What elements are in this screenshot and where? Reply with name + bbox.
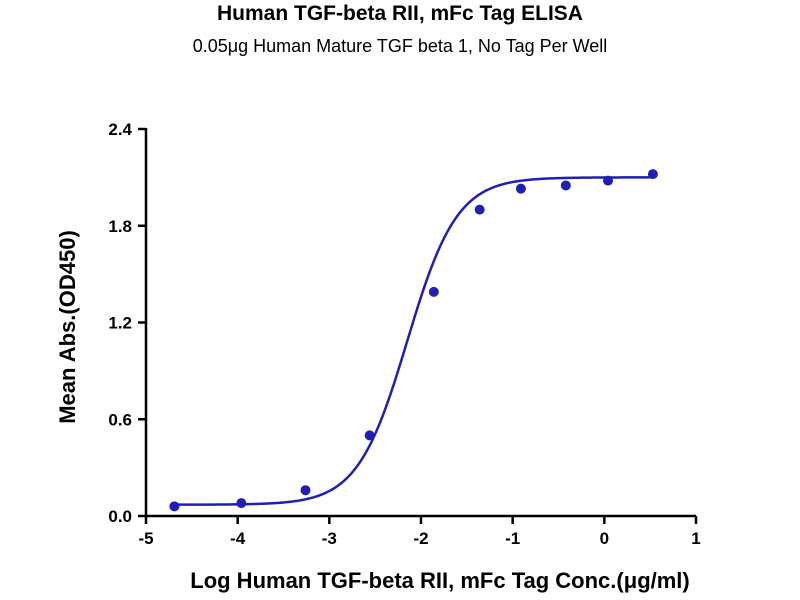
chart-title: Human TGF-beta RII, mFc Tag ELISA [217,2,583,25]
data-point [300,485,311,496]
y-tick-label: 1.2 [108,314,132,333]
data-point [603,175,613,186]
x-tick-label: -1 [505,529,520,548]
chart-subtitle: 0.05μg Human Mature TGF beta 1, No Tag P… [192,36,608,56]
x-tick-label: -5 [138,529,153,548]
data-point [560,180,571,191]
x-tick-label: -2 [413,529,428,548]
x-tick-label: -4 [230,529,246,548]
data-point [169,501,180,512]
data-point [236,498,247,509]
fit-curve-line [174,176,653,506]
y-tick-label: 2.4 [108,120,132,139]
y-tick-label: 0.6 [108,410,132,429]
y-tick-label: 1.8 [108,217,132,236]
x-axis-label: Log Human TGF-beta RII, mFc Tag Conc.(μg… [190,568,690,593]
x-tick-label: 1 [691,529,700,548]
data-point [515,183,526,194]
data-point [428,286,439,297]
x-tick-label: 0 [600,529,609,548]
y-tick-label: 0.0 [108,507,132,526]
data-point [364,430,375,441]
x-tick-label: -3 [322,529,337,548]
data-point [647,169,658,180]
data-point [474,204,485,215]
